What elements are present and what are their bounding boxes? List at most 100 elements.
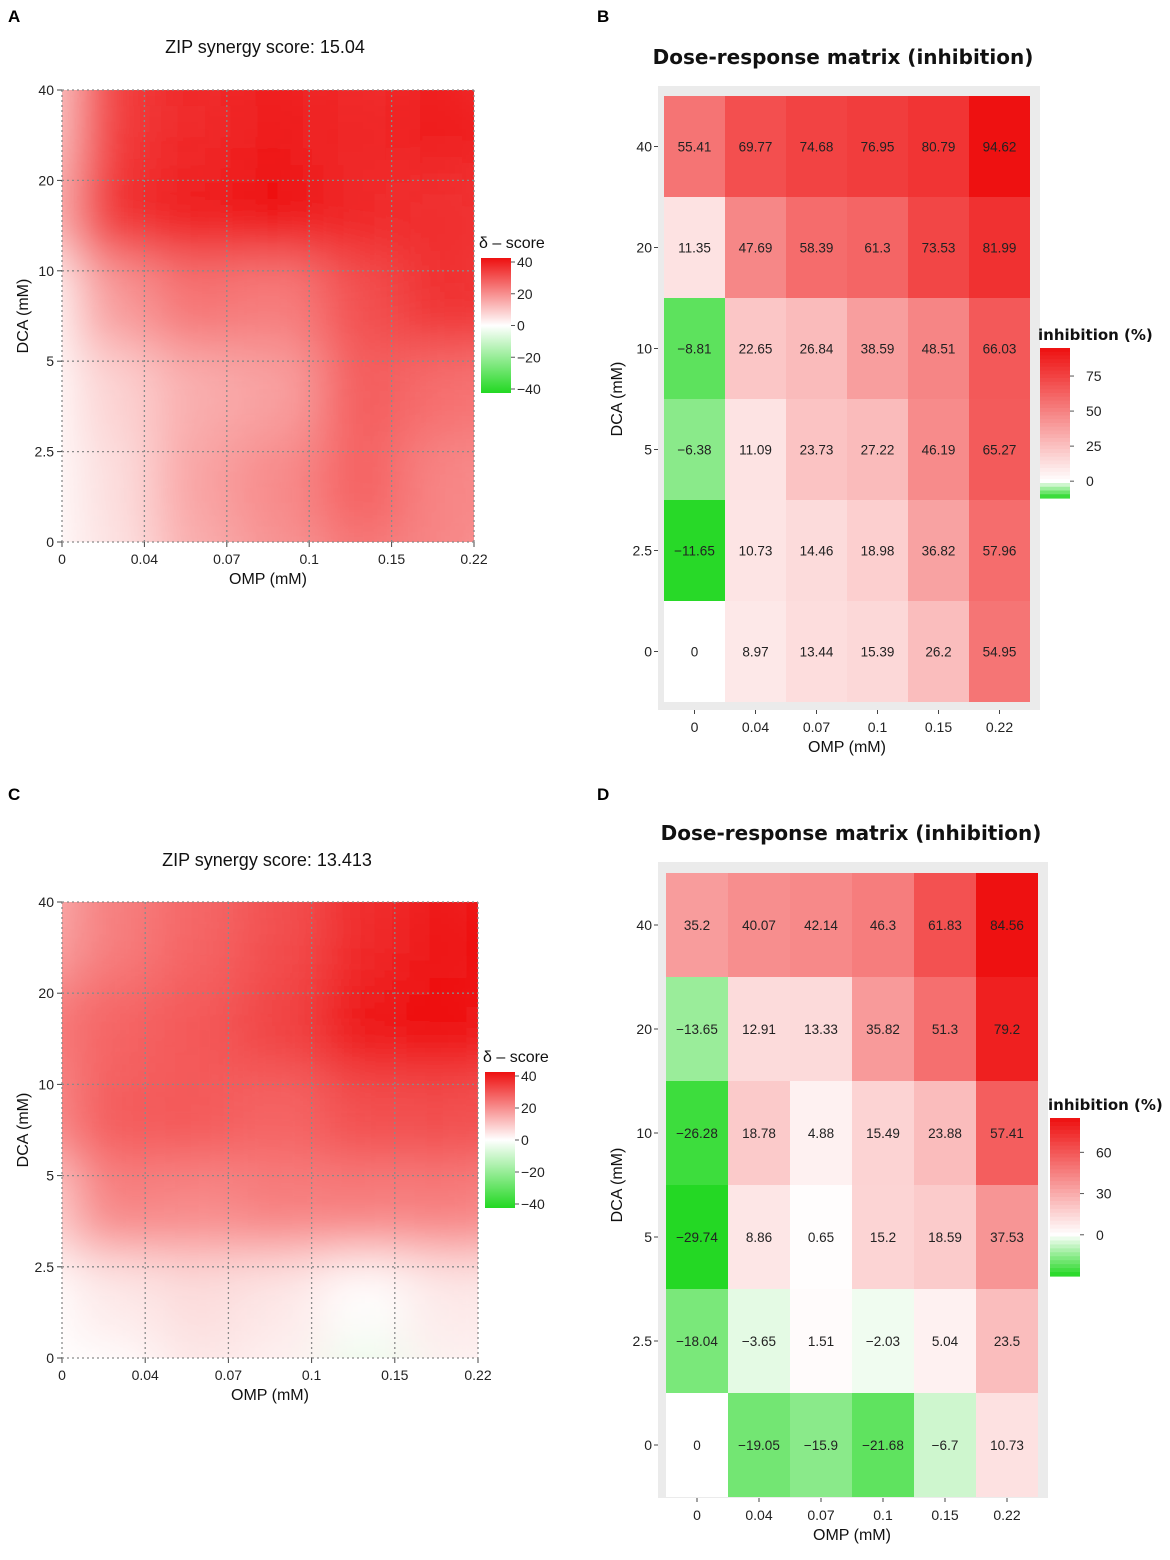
- x-axis-title: OMP (mM): [808, 739, 886, 756]
- cell-value-label: 35.2: [684, 918, 710, 933]
- matrix-cell: [976, 873, 1038, 977]
- matrix-cell: [728, 873, 790, 977]
- x-axis-title: OMP (mM): [229, 571, 307, 588]
- plot-title: ZIP synergy score: 15.04: [165, 37, 365, 57]
- x-axis-title: OMP (mM): [231, 1387, 309, 1404]
- legend-color-step: [1040, 423, 1070, 428]
- y-tick-label: 40: [38, 894, 54, 910]
- x-tick-label: 0.04: [745, 1507, 772, 1523]
- x-tick-label: 0.15: [378, 551, 405, 567]
- cell-value-label: 10.73: [990, 1438, 1024, 1453]
- y-tick-label: 20: [636, 240, 652, 256]
- legend-color-step: [1050, 1256, 1080, 1261]
- matrix-cell: [969, 399, 1030, 500]
- legend-color-step: [1040, 494, 1070, 499]
- cell-value-label: −6.38: [677, 443, 711, 458]
- x-tick-label: 0.1: [302, 1367, 322, 1383]
- matrix-cell: [914, 1393, 976, 1497]
- matrix-cell: [790, 977, 852, 1081]
- y-tick-label: 40: [636, 139, 652, 155]
- legend-color-step: [1040, 393, 1070, 398]
- cell-value-label: 4.88: [808, 1126, 834, 1141]
- x-tick-label: 0.22: [464, 1367, 491, 1383]
- matrix-cell: [786, 197, 847, 298]
- cell-value-label: 26.84: [800, 342, 834, 357]
- cell-value-label: 26.2: [925, 645, 951, 660]
- legend-color-step: [1040, 479, 1070, 484]
- cell-value-label: 69.77: [739, 140, 773, 155]
- matrix-cell: [728, 1393, 790, 1497]
- legend-color-step: [1040, 370, 1070, 375]
- plot-title: Dose-response matrix (inhibition): [653, 45, 1034, 69]
- legend-color-step: [1050, 1216, 1080, 1222]
- cell-value-label: 18.78: [742, 1126, 776, 1141]
- cell-value-label: −13.65: [676, 1022, 718, 1037]
- matrix-cell: [790, 1289, 852, 1393]
- legend-color-step: [1040, 374, 1070, 379]
- legend-color-step: [1050, 1153, 1080, 1159]
- legend-color-step: [1050, 1252, 1080, 1257]
- legend-tick-label: 25: [1086, 438, 1102, 454]
- matrix-cell: [976, 1289, 1038, 1393]
- legend-color-step: [1050, 1177, 1080, 1182]
- matrix-cell: [908, 197, 969, 298]
- matrix-cell: [725, 601, 786, 702]
- x-tick-label: 0.1: [868, 719, 888, 735]
- surface-cell: [406, 902, 478, 978]
- cell-value-label: −21.68: [862, 1438, 904, 1453]
- matrix-cell: [914, 1081, 976, 1185]
- legend-tick-label: 20: [521, 1100, 537, 1116]
- x-tick-label: 0: [58, 551, 66, 567]
- cell-value-label: 13.44: [800, 645, 834, 660]
- legend-color-step: [1050, 1165, 1080, 1170]
- cell-value-label: 18.98: [861, 544, 895, 559]
- legend-title: inhibition (%): [1038, 326, 1153, 344]
- y-tick-label: 2.5: [633, 1333, 653, 1349]
- matrix-cell: [914, 977, 976, 1081]
- cell-value-label: 15.39: [861, 645, 895, 660]
- cell-value-label: 38.59: [861, 342, 895, 357]
- cell-value-label: 22.65: [739, 342, 773, 357]
- legend-color-step: [1050, 1197, 1080, 1202]
- cell-value-label: 65.27: [983, 443, 1017, 458]
- legend-color-step: [1040, 396, 1070, 402]
- synergy-surface: [62, 90, 474, 542]
- matrix-cell: [666, 873, 728, 977]
- cell-value-label: −19.05: [738, 1438, 780, 1453]
- matrix-cell: [908, 399, 969, 500]
- matrix-cell: [725, 500, 786, 601]
- x-tick-label: 0.22: [986, 719, 1013, 735]
- legend-colorbar: [481, 258, 511, 393]
- legend-color-step: [1040, 434, 1070, 439]
- cell-value-label: 42.14: [804, 918, 838, 933]
- cell-value-label: −6.7: [932, 1438, 959, 1453]
- cell-value-label: 13.33: [804, 1022, 838, 1037]
- surface-cell: [402, 90, 474, 166]
- matrix-cell: [969, 197, 1030, 298]
- legend-color-step: [1040, 468, 1070, 473]
- matrix-cell: [728, 1289, 790, 1393]
- legend-color-step: [1040, 415, 1070, 420]
- cell-value-label: 11.09: [739, 443, 772, 458]
- legend-color-step: [1040, 471, 1070, 477]
- legend-tick-label: −20: [517, 349, 541, 365]
- legend-color-step: [1050, 1181, 1080, 1186]
- matrix-cell: [790, 1081, 852, 1185]
- y-axis-title: DCA (mM): [609, 1148, 626, 1223]
- cell-value-label: −26.28: [676, 1126, 718, 1141]
- matrix-cell: [664, 500, 725, 601]
- y-tick-label: 40: [636, 917, 652, 933]
- x-tick-label: 0.15: [931, 1507, 958, 1523]
- legend-color-step: [1040, 355, 1070, 360]
- x-tick-label: 0.1: [873, 1507, 893, 1523]
- legend-color-step: [1050, 1200, 1080, 1206]
- legend-title: δ – score: [483, 1049, 549, 1066]
- legend-color-step: [1050, 1260, 1080, 1265]
- legend-color-step: [1050, 1244, 1080, 1249]
- matrix-cell: [725, 298, 786, 399]
- legend-color-step: [1040, 385, 1070, 390]
- legend-color-step: [1040, 445, 1070, 450]
- legend-tick-label: 0: [517, 318, 525, 334]
- legend-color-step: [1040, 486, 1070, 492]
